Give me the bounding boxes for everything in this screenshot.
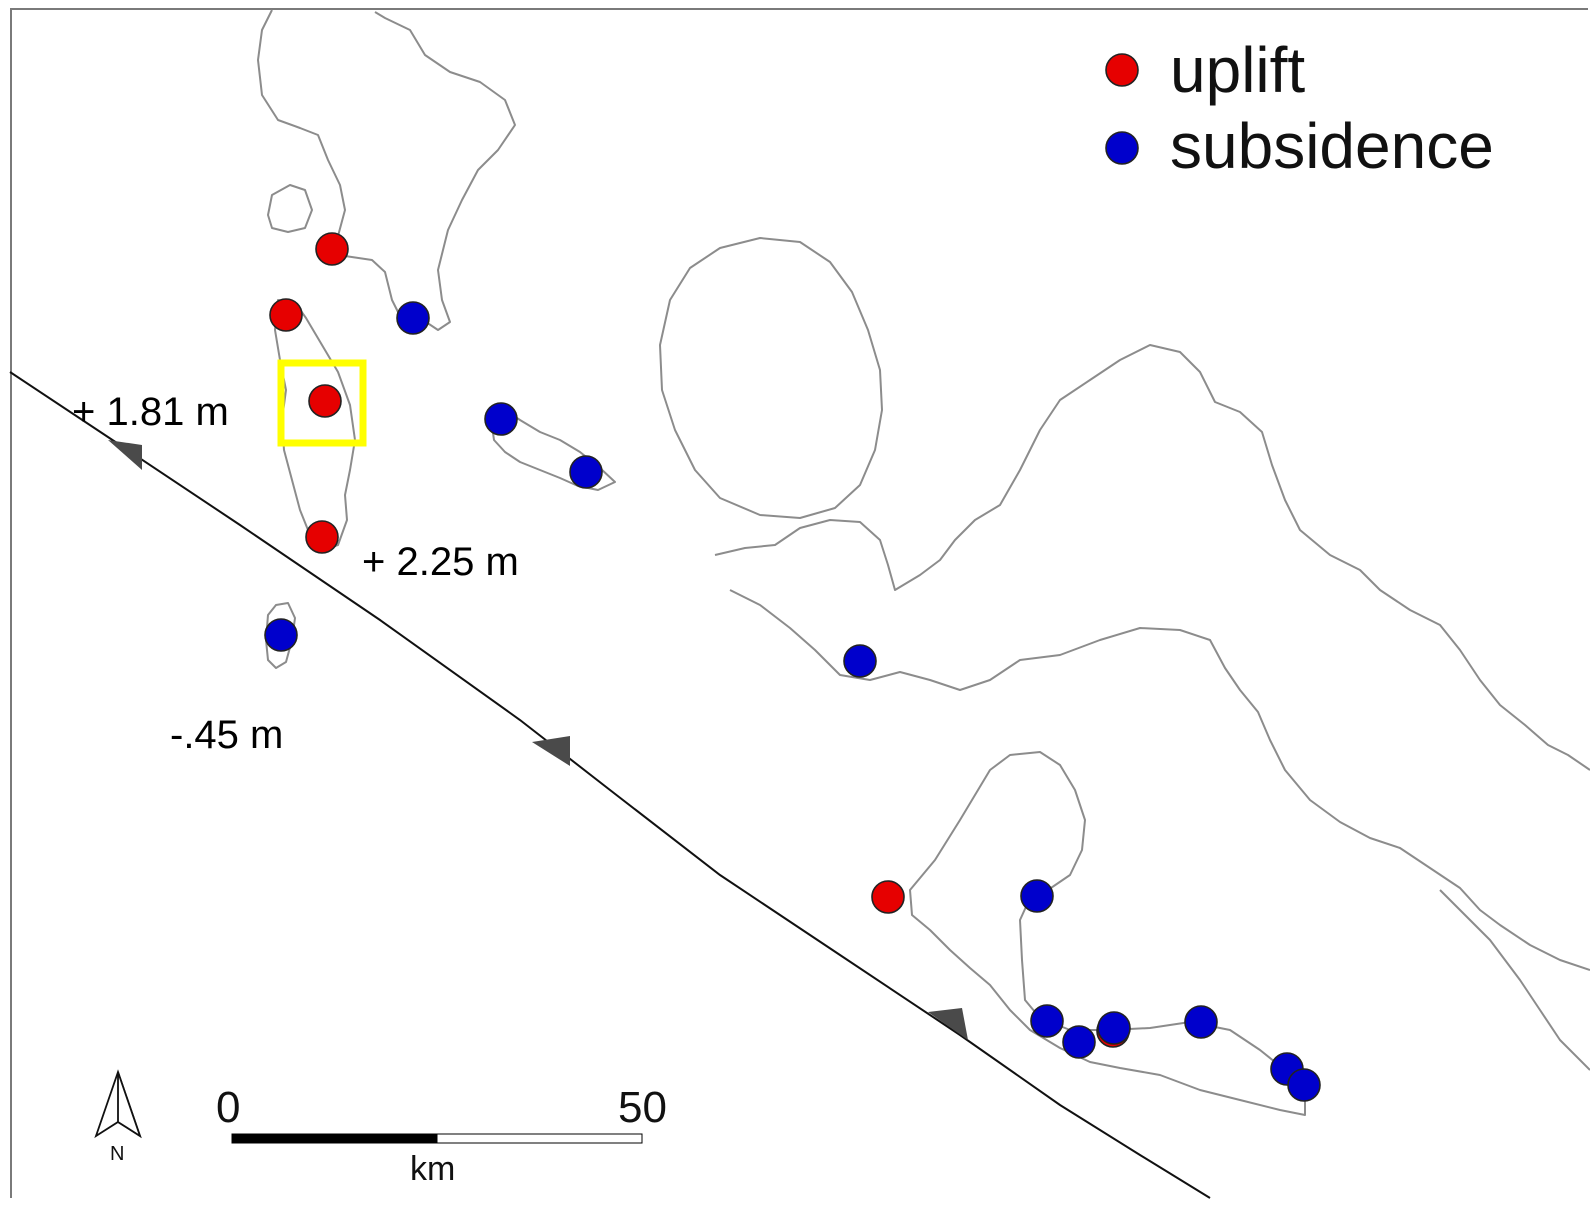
subsidence-point — [1184, 1005, 1218, 1039]
label-plus-2-25: + 2.25 m — [362, 540, 519, 584]
scale-end-label: 50 — [618, 1083, 667, 1132]
coastline-far-east-shore — [1439, 889, 1590, 1071]
measurement-points — [264, 232, 1321, 1102]
legend-uplift-marker — [1105, 53, 1139, 87]
subsidence-point — [484, 402, 518, 436]
trench-tooth — [108, 440, 142, 470]
subsidence-point — [1030, 1004, 1064, 1038]
north-label: N — [110, 1143, 124, 1165]
subsidence-point — [843, 644, 877, 678]
trench-tooth — [532, 736, 570, 766]
subsidence-point — [569, 455, 603, 489]
subsidence-point — [264, 618, 298, 652]
uplift-point — [305, 520, 339, 554]
subsidence-point — [1097, 1011, 1131, 1045]
subduction-trench — [9, 371, 1211, 1199]
subsidence-point — [1287, 1068, 1321, 1102]
coastline-large-oval-island — [659, 237, 883, 519]
coastline-west-island — [274, 299, 356, 551]
coastline-central-landmass — [714, 344, 1590, 771]
scale-start-label: 0 — [216, 1083, 240, 1132]
scale-bar-white-segment — [436, 1133, 643, 1144]
scale-bar-black-segment — [231, 1133, 438, 1144]
coastline-north-peninsula — [257, 9, 516, 331]
uplift-point — [315, 232, 349, 266]
coastline-small-south-islet — [265, 602, 296, 669]
uplift-point — [871, 880, 905, 914]
coastline-north-islet — [267, 184, 313, 233]
uplift-point — [308, 384, 342, 418]
coastline-central-south-shore — [729, 589, 1590, 971]
trench-tooth — [928, 1008, 968, 1040]
map-frame — [10, 8, 1588, 1198]
uplift-point — [269, 298, 303, 332]
label-plus-1-81: + 1.81 m — [72, 390, 229, 434]
legend-subsidence-marker — [1105, 131, 1139, 165]
coastline-mid-island-chain — [489, 409, 616, 491]
subsidence-point — [1062, 1025, 1096, 1059]
north-arrow: N — [94, 1069, 142, 1165]
legend: uplift subsidence — [1105, 34, 1494, 182]
label-minus-0-45: -.45 m — [170, 713, 283, 757]
coastline-southeast-peninsula — [909, 751, 1306, 1116]
legend-subsidence-label: subsidence — [1170, 110, 1494, 182]
scale-bar: 0 50 km — [216, 1083, 667, 1188]
highlight-box — [277, 359, 367, 447]
subsidence-point — [396, 301, 430, 335]
scale-unit-label: km — [410, 1150, 455, 1188]
subsidence-point — [1020, 879, 1054, 913]
legend-uplift-label: uplift — [1170, 34, 1305, 106]
